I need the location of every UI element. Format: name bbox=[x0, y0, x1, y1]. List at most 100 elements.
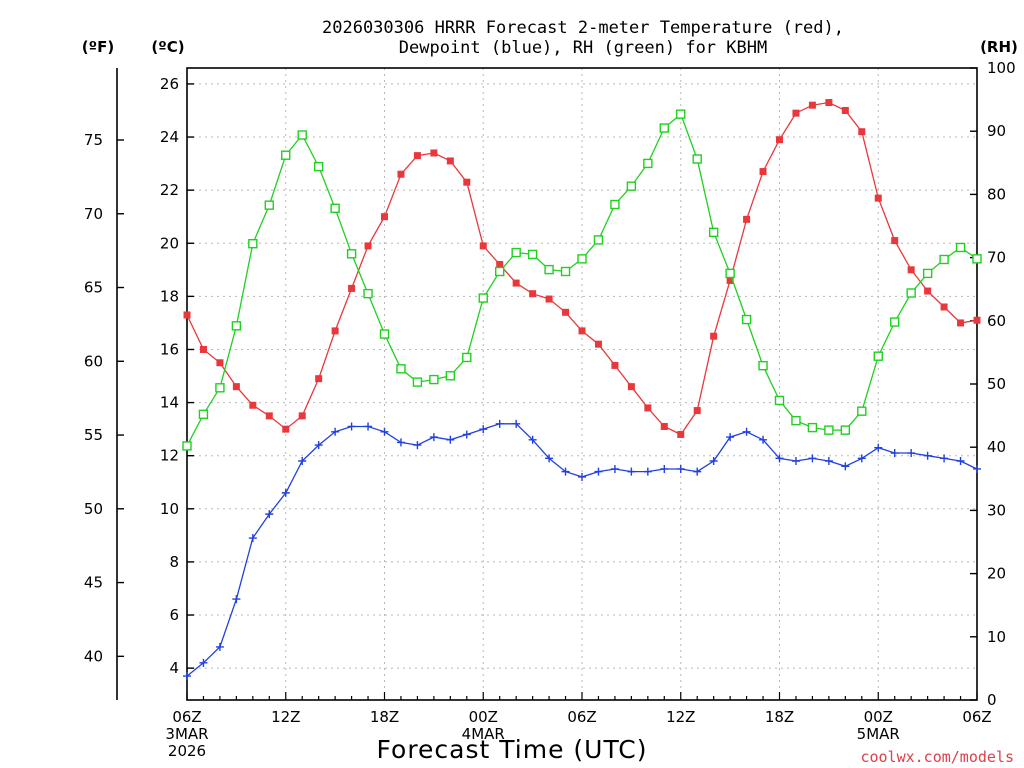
chart-title-line-1: 2026030306 HRRR Forecast 2-meter Tempera… bbox=[322, 18, 844, 38]
temperature-point bbox=[315, 375, 323, 383]
temperature-point bbox=[562, 308, 570, 316]
celsius-tick-label: 14 bbox=[160, 394, 179, 412]
time-tick-label: 12Z bbox=[666, 708, 695, 726]
fahrenheit-tick-label: 40 bbox=[84, 647, 103, 665]
dewpoint-point bbox=[824, 457, 833, 466]
dewpoint-point bbox=[578, 472, 586, 481]
rh-point bbox=[758, 360, 768, 371]
celsius-tick-label: 18 bbox=[160, 287, 179, 305]
temperature-point bbox=[891, 237, 899, 245]
temperature-point bbox=[710, 332, 718, 340]
temperature-point bbox=[463, 178, 471, 186]
rh-point bbox=[379, 329, 390, 339]
dewpoint-point bbox=[396, 438, 405, 447]
series-layer bbox=[182, 99, 982, 681]
celsius-tick-label: 26 bbox=[160, 75, 179, 93]
temperature-point bbox=[381, 213, 388, 221]
dewpoint-point bbox=[314, 441, 323, 450]
temperature-point bbox=[479, 242, 487, 250]
time-tick-label: 3MAR bbox=[165, 725, 208, 743]
rh-point bbox=[725, 268, 735, 279]
dewpoint-point bbox=[907, 449, 916, 458]
rh-point bbox=[840, 425, 851, 435]
fahrenheit-tick-label: 55 bbox=[84, 426, 103, 444]
dewpoint-point bbox=[693, 467, 702, 476]
fahrenheit-tick-label: 65 bbox=[84, 279, 103, 297]
rh-point bbox=[593, 235, 604, 245]
temperature-point bbox=[825, 99, 833, 107]
rh-point bbox=[346, 249, 357, 259]
temperature-point bbox=[973, 316, 981, 324]
rh-point bbox=[560, 266, 571, 277]
dewpoint-point bbox=[298, 457, 307, 466]
celsius-tick-label: 4 bbox=[169, 659, 179, 677]
fahrenheit-tick-label: 60 bbox=[84, 352, 103, 370]
time-tick-label: 18Z bbox=[765, 708, 794, 726]
temperature-point bbox=[940, 303, 948, 311]
rh-point bbox=[906, 288, 916, 298]
rh-point bbox=[363, 288, 373, 299]
rh-point bbox=[297, 130, 307, 140]
dewpoint-point bbox=[808, 454, 817, 463]
dewpoint-point bbox=[874, 443, 883, 452]
temperature-point bbox=[726, 276, 734, 284]
temperature-point bbox=[841, 106, 849, 114]
rh-point bbox=[626, 181, 637, 191]
rh-point bbox=[544, 264, 554, 275]
rh-point bbox=[264, 200, 274, 210]
rh-tick-label: 40 bbox=[987, 438, 1006, 456]
time-tick-label: 00Z bbox=[864, 708, 893, 726]
rh-point bbox=[478, 293, 488, 303]
celsius-unit-label: (ºC) bbox=[151, 38, 184, 56]
temperature-point bbox=[644, 404, 652, 412]
dewpoint-point bbox=[446, 435, 455, 444]
temperature-point bbox=[808, 101, 816, 109]
temperature-point bbox=[578, 327, 586, 335]
rh-point bbox=[182, 441, 192, 451]
fahrenheit-tick-label: 50 bbox=[84, 500, 103, 518]
temperature-point bbox=[660, 422, 668, 430]
dewpoint-point bbox=[890, 449, 899, 458]
dewpoint-point bbox=[956, 457, 965, 466]
rh-point bbox=[462, 352, 472, 363]
temperature-point bbox=[430, 149, 438, 157]
dewpoint-point bbox=[545, 454, 554, 463]
rh-series bbox=[182, 109, 982, 451]
dewpoint-point bbox=[347, 422, 356, 431]
rh-point bbox=[231, 321, 242, 331]
dewpoint-point bbox=[413, 441, 422, 450]
temperature-point bbox=[199, 345, 207, 353]
dewpoint-point bbox=[660, 464, 669, 473]
rh-point bbox=[429, 374, 439, 385]
x-axis-label: Forecast Time (UTC) bbox=[377, 735, 648, 764]
rh-tick-label: 80 bbox=[987, 185, 1006, 203]
temperature-point bbox=[594, 340, 602, 348]
temperature-point bbox=[611, 361, 619, 369]
rh-point bbox=[610, 199, 620, 210]
dewpoint-point bbox=[364, 422, 373, 431]
dewpoint-point bbox=[199, 658, 208, 667]
temperature-point bbox=[924, 287, 932, 295]
celsius-tick-label: 24 bbox=[160, 128, 179, 146]
dewpoint-point bbox=[940, 454, 949, 463]
fahrenheit-tick-label: 70 bbox=[84, 205, 103, 223]
rh-point bbox=[215, 383, 225, 393]
chart-title-line-2: Dewpoint (blue), RH (green) for KBHM bbox=[399, 38, 767, 58]
dewpoint-point bbox=[627, 467, 636, 476]
dewpoint-point bbox=[857, 454, 866, 463]
credit-text: coolwx.com/models bbox=[860, 748, 1014, 766]
temperature-point bbox=[265, 412, 273, 420]
celsius-tick-label: 6 bbox=[169, 606, 179, 624]
fahrenheit-tick-label: 75 bbox=[84, 131, 103, 149]
temperature-point bbox=[183, 311, 191, 319]
temperature-point bbox=[545, 295, 553, 303]
rh-point bbox=[922, 268, 933, 279]
dewpoint-point bbox=[726, 433, 735, 442]
dewpoint-point bbox=[462, 430, 471, 439]
rh-tick-label: 90 bbox=[987, 122, 1006, 140]
rh-unit-label: (RH) bbox=[980, 38, 1018, 56]
temperature-point bbox=[496, 261, 504, 269]
dewpoint-point bbox=[742, 427, 751, 436]
rh-tick-label: 70 bbox=[987, 249, 1006, 267]
